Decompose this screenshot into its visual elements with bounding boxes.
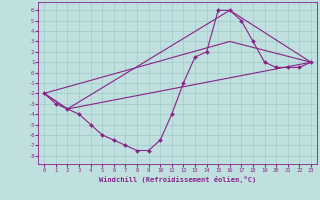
X-axis label: Windchill (Refroidissement éolien,°C): Windchill (Refroidissement éolien,°C) bbox=[99, 176, 256, 183]
